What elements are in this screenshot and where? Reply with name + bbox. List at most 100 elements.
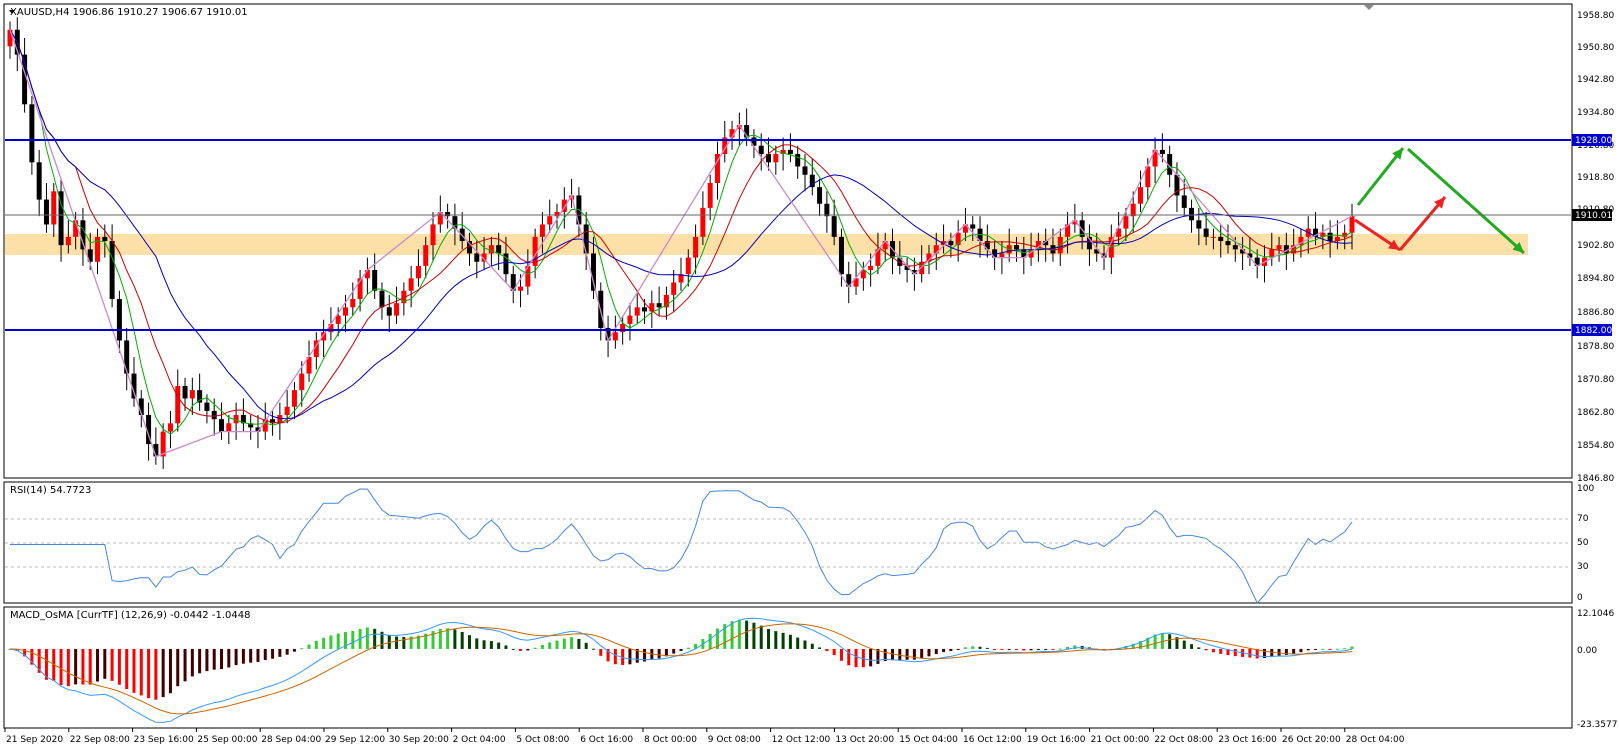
candle[interactable] bbox=[445, 203, 451, 229]
candle[interactable] bbox=[707, 174, 713, 221]
candle[interactable] bbox=[678, 257, 684, 291]
candle[interactable] bbox=[1349, 203, 1355, 250]
candle[interactable] bbox=[612, 315, 618, 349]
candle[interactable] bbox=[605, 315, 611, 358]
candle[interactable] bbox=[1276, 236, 1282, 262]
candle[interactable] bbox=[51, 183, 57, 237]
candle[interactable] bbox=[539, 212, 545, 254]
candle[interactable] bbox=[1043, 228, 1049, 262]
candle[interactable] bbox=[1123, 207, 1129, 242]
candle[interactable] bbox=[29, 96, 35, 175]
candle[interactable] bbox=[992, 241, 998, 271]
candle[interactable] bbox=[481, 236, 487, 271]
candle[interactable] bbox=[124, 328, 130, 391]
candle[interactable] bbox=[1130, 191, 1136, 233]
candle[interactable] bbox=[1065, 212, 1071, 254]
candle[interactable] bbox=[350, 282, 356, 316]
candle[interactable] bbox=[817, 178, 823, 217]
candle[interactable] bbox=[663, 286, 669, 320]
candle[interactable] bbox=[846, 261, 852, 304]
candle[interactable] bbox=[204, 394, 210, 424]
candle[interactable] bbox=[394, 286, 400, 324]
candle[interactable] bbox=[379, 282, 385, 320]
candle[interactable] bbox=[1291, 228, 1297, 262]
candle[interactable] bbox=[590, 236, 596, 300]
candle[interactable] bbox=[240, 398, 246, 432]
candle[interactable] bbox=[1342, 224, 1348, 250]
candle[interactable] bbox=[933, 232, 939, 271]
candle[interactable] bbox=[547, 199, 553, 233]
candle[interactable] bbox=[634, 290, 640, 324]
candle[interactable] bbox=[875, 232, 881, 275]
candle[interactable] bbox=[510, 265, 516, 304]
candle[interactable] bbox=[860, 261, 866, 291]
candle[interactable] bbox=[321, 319, 327, 358]
candle[interactable] bbox=[1086, 224, 1092, 266]
candle[interactable] bbox=[882, 232, 888, 262]
chart-shift-marker[interactable] bbox=[1364, 5, 1374, 10]
candle[interactable] bbox=[138, 390, 144, 428]
title-dropdown-icon[interactable] bbox=[9, 10, 15, 14]
candle[interactable] bbox=[95, 228, 101, 275]
candle[interactable] bbox=[685, 249, 691, 287]
candle[interactable] bbox=[1247, 236, 1253, 266]
candle[interactable] bbox=[131, 357, 137, 407]
candle[interactable] bbox=[43, 183, 49, 233]
candle[interactable] bbox=[386, 294, 392, 333]
candle[interactable] bbox=[1225, 224, 1231, 254]
candle[interactable] bbox=[525, 249, 531, 295]
candle[interactable] bbox=[554, 203, 560, 229]
candle[interactable] bbox=[787, 133, 793, 163]
candle[interactable] bbox=[160, 423, 166, 469]
candle[interactable] bbox=[1137, 170, 1143, 213]
candle[interactable] bbox=[430, 212, 436, 262]
candle[interactable] bbox=[1108, 224, 1114, 275]
candle[interactable] bbox=[1218, 224, 1224, 258]
candle[interactable] bbox=[175, 369, 181, 432]
candle[interactable] bbox=[780, 137, 786, 171]
candle[interactable] bbox=[58, 178, 64, 262]
candle[interactable] bbox=[415, 249, 421, 287]
candle[interactable] bbox=[1181, 178, 1187, 217]
candle[interactable] bbox=[270, 410, 276, 436]
candle[interactable] bbox=[671, 270, 677, 312]
candle[interactable] bbox=[583, 212, 589, 271]
candle[interactable] bbox=[22, 38, 28, 113]
candle[interactable] bbox=[1072, 203, 1078, 233]
main-plot-area[interactable] bbox=[7, 17, 1355, 469]
candle[interactable] bbox=[80, 207, 86, 266]
candle[interactable] bbox=[343, 294, 348, 333]
candle[interactable] bbox=[474, 241, 480, 279]
candle[interactable] bbox=[831, 199, 837, 246]
candle[interactable] bbox=[751, 129, 757, 159]
candle[interactable] bbox=[423, 236, 429, 279]
candle[interactable] bbox=[36, 149, 42, 217]
candle[interactable] bbox=[65, 220, 71, 254]
candle[interactable] bbox=[116, 290, 122, 353]
candle[interactable] bbox=[153, 427, 159, 465]
candle[interactable] bbox=[306, 340, 312, 382]
candle[interactable] bbox=[437, 195, 443, 233]
candle[interactable] bbox=[1240, 236, 1246, 271]
candle[interactable] bbox=[693, 224, 699, 275]
candle[interactable] bbox=[452, 203, 458, 246]
candle[interactable] bbox=[466, 232, 472, 266]
candle[interactable] bbox=[284, 390, 290, 424]
candle[interactable] bbox=[291, 381, 297, 420]
candle[interactable] bbox=[1189, 199, 1195, 233]
candle[interactable] bbox=[700, 191, 706, 246]
candle[interactable] bbox=[233, 402, 239, 440]
candle[interactable] bbox=[656, 286, 662, 316]
candle[interactable] bbox=[7, 21, 13, 59]
candle[interactable] bbox=[1210, 228, 1216, 250]
candle[interactable] bbox=[627, 303, 633, 341]
candle[interactable] bbox=[722, 120, 728, 163]
candle[interactable] bbox=[1006, 228, 1012, 262]
candle[interactable] bbox=[73, 212, 79, 250]
candle[interactable] bbox=[795, 145, 801, 179]
candle[interactable] bbox=[226, 415, 232, 445]
candle[interactable] bbox=[838, 228, 844, 287]
candle[interactable] bbox=[1327, 220, 1333, 258]
candle[interactable] bbox=[372, 253, 378, 300]
